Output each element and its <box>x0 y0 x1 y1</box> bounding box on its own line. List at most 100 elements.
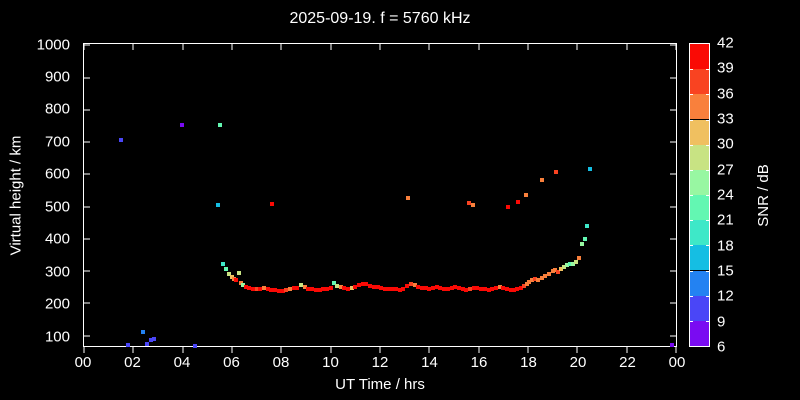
x-tick-bottom <box>280 347 282 353</box>
x-tick-bottom <box>379 347 381 353</box>
y-tick-left <box>84 206 90 208</box>
data-point <box>530 277 535 282</box>
x-tick-top <box>626 44 628 50</box>
colorbar-segment <box>690 220 709 246</box>
data-point <box>313 287 318 292</box>
colorbar-boundary-tick <box>690 69 693 71</box>
x-tick-top <box>527 44 529 50</box>
colorbar-tick-label: 6 <box>717 338 726 356</box>
colorbar-tick-label: 36 <box>717 85 734 103</box>
data-point <box>273 288 278 293</box>
colorbar-tick-label: 24 <box>717 186 734 204</box>
data-point <box>223 267 228 272</box>
y-tick-right <box>670 238 676 240</box>
x-tick-bottom <box>576 347 578 353</box>
colorbar-segment <box>690 295 709 321</box>
data-point <box>431 285 436 290</box>
data-point <box>471 286 476 291</box>
data-point <box>482 287 487 292</box>
data-point <box>434 285 439 290</box>
data-point <box>238 280 243 285</box>
data-point <box>427 286 432 291</box>
data-point <box>397 288 402 293</box>
data-point <box>276 289 281 294</box>
data-point <box>405 283 410 288</box>
data-point <box>554 169 559 174</box>
plot-area <box>83 43 677 353</box>
colorbar-boundary-tick <box>706 94 709 96</box>
data-point <box>306 286 311 291</box>
data-point <box>119 138 123 143</box>
x-axis-label: UT Time / hrs <box>335 376 425 393</box>
data-point <box>514 287 519 292</box>
colorbar-boundary-tick <box>690 169 693 171</box>
data-point <box>536 278 541 283</box>
y-tick-label: 1000 <box>36 36 70 53</box>
chart-title: 2025-09-19. f = 5760 kHz <box>289 10 471 27</box>
data-point <box>512 288 517 293</box>
data-point <box>539 275 544 280</box>
colorbar-boundary-tick <box>690 320 693 322</box>
data-point <box>375 285 380 290</box>
data-point <box>524 281 529 286</box>
data-point <box>151 337 156 342</box>
colorbar-segment <box>690 320 709 346</box>
data-point <box>416 284 421 289</box>
data-point <box>471 203 476 208</box>
data-point <box>419 285 424 290</box>
data-point <box>243 284 248 289</box>
data-point <box>486 288 491 293</box>
data-point <box>561 264 566 269</box>
x-tick-top <box>83 44 85 50</box>
colorbar-tick-label: 12 <box>717 287 734 305</box>
data-point <box>229 274 234 279</box>
x-tick-bottom <box>182 347 184 353</box>
colorbar-tick-label: 42 <box>717 34 734 52</box>
data-point <box>353 284 358 289</box>
data-point <box>438 286 443 291</box>
data-point <box>553 268 558 273</box>
data-point <box>269 202 274 207</box>
colorbar-boundary-tick <box>706 144 709 146</box>
data-point <box>587 166 592 171</box>
y-tick-left <box>84 173 90 175</box>
colorbar-segment <box>690 119 709 145</box>
data-point <box>371 284 376 289</box>
colorbar-boundary-tick <box>706 295 709 297</box>
colorbar-boundary-tick <box>706 270 709 272</box>
data-point <box>328 285 333 290</box>
y-tick-left <box>84 335 90 337</box>
colorbar-boundary-tick <box>690 270 693 272</box>
data-point <box>533 276 538 281</box>
data-point <box>357 282 362 287</box>
data-point <box>280 289 285 294</box>
data-point <box>338 285 343 290</box>
data-point <box>539 178 544 183</box>
data-point <box>543 273 548 278</box>
data-point <box>493 286 498 291</box>
data-point <box>521 283 526 288</box>
y-tick-left <box>84 238 90 240</box>
colorbar-tick-label: 39 <box>717 59 734 77</box>
data-point <box>216 203 221 208</box>
x-tick-label: 06 <box>223 354 240 371</box>
x-tick-top <box>379 44 381 50</box>
data-point <box>475 285 480 290</box>
colorbar-segment <box>690 69 709 95</box>
data-point <box>236 270 241 275</box>
y-tick-right <box>670 206 676 208</box>
x-tick-bottom <box>527 347 529 353</box>
data-point <box>505 286 510 291</box>
x-tick-label: 00 <box>668 354 686 371</box>
data-point <box>332 280 337 285</box>
x-tick-label: 12 <box>371 354 389 371</box>
scatter-points <box>84 44 676 348</box>
data-point <box>386 287 391 292</box>
data-point <box>250 286 255 291</box>
data-point <box>379 285 384 290</box>
data-point <box>265 286 270 291</box>
x-tick-label: 04 <box>173 354 191 371</box>
x-tick-bottom <box>478 347 480 353</box>
colorbar-boundary-tick <box>690 94 693 96</box>
data-point <box>382 286 387 291</box>
